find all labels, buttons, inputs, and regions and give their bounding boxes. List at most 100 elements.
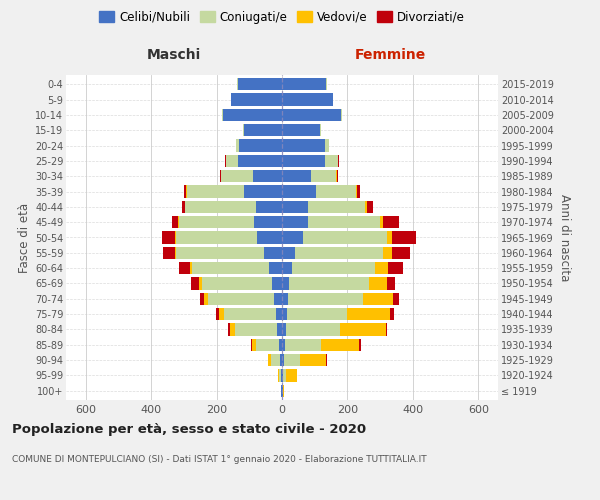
Bar xyxy=(221,170,253,182)
Bar xyxy=(286,323,340,336)
Bar xyxy=(325,139,329,152)
Bar xyxy=(326,78,327,90)
Bar xyxy=(182,200,185,213)
Bar xyxy=(375,262,388,274)
Bar xyxy=(175,246,176,259)
Bar xyxy=(244,185,282,198)
Bar xyxy=(256,338,280,351)
Bar xyxy=(282,185,316,198)
Bar xyxy=(230,323,235,336)
Bar xyxy=(199,277,202,290)
Bar xyxy=(243,124,244,136)
Bar xyxy=(176,231,257,244)
Bar xyxy=(175,231,176,244)
Bar xyxy=(282,154,325,167)
Bar xyxy=(369,277,387,290)
Bar xyxy=(281,369,282,382)
Bar xyxy=(161,231,175,244)
Bar xyxy=(383,246,392,259)
Y-axis label: Anni di nascita: Anni di nascita xyxy=(558,194,571,281)
Bar xyxy=(336,170,337,182)
Bar xyxy=(254,216,282,228)
Bar xyxy=(185,200,256,213)
Bar xyxy=(184,185,187,198)
Bar xyxy=(283,384,284,397)
Bar xyxy=(347,308,390,320)
Bar xyxy=(190,262,192,274)
Bar xyxy=(179,262,190,274)
Bar xyxy=(392,292,399,305)
Bar xyxy=(340,323,386,336)
Bar xyxy=(387,277,395,290)
Bar xyxy=(276,308,282,320)
Bar xyxy=(367,200,373,213)
Bar xyxy=(226,154,238,167)
Bar xyxy=(356,185,360,198)
Bar xyxy=(282,216,308,228)
Bar xyxy=(200,292,205,305)
Bar xyxy=(392,231,416,244)
Bar xyxy=(216,308,219,320)
Bar xyxy=(392,246,410,259)
Bar xyxy=(176,246,264,259)
Bar xyxy=(163,246,175,259)
Bar xyxy=(282,323,286,336)
Bar xyxy=(224,308,276,320)
Bar xyxy=(387,231,392,244)
Bar xyxy=(282,124,320,136)
Bar xyxy=(208,292,274,305)
Bar xyxy=(282,369,283,382)
Bar xyxy=(359,338,361,351)
Bar xyxy=(228,323,230,336)
Bar xyxy=(282,78,326,90)
Bar xyxy=(283,369,286,382)
Bar xyxy=(282,108,341,121)
Bar xyxy=(274,292,282,305)
Bar xyxy=(244,124,282,136)
Bar xyxy=(179,216,254,228)
Bar xyxy=(282,170,311,182)
Bar xyxy=(282,354,284,366)
Bar xyxy=(253,170,282,182)
Bar xyxy=(281,384,282,397)
Bar xyxy=(320,124,321,136)
Bar xyxy=(325,154,338,167)
Bar xyxy=(316,185,356,198)
Bar xyxy=(289,277,369,290)
Bar xyxy=(205,292,208,305)
Bar xyxy=(300,354,326,366)
Bar xyxy=(338,154,339,167)
Bar xyxy=(223,108,282,121)
Bar xyxy=(326,354,327,366)
Bar xyxy=(230,93,231,106)
Bar xyxy=(383,216,399,228)
Bar xyxy=(285,338,321,351)
Bar xyxy=(282,277,289,290)
Bar xyxy=(257,231,282,244)
Bar xyxy=(269,262,282,274)
Bar xyxy=(365,200,367,213)
Bar xyxy=(279,369,281,382)
Bar xyxy=(333,93,334,106)
Bar xyxy=(282,292,288,305)
Text: Popolazione per età, sesso e stato civile - 2020: Popolazione per età, sesso e stato civil… xyxy=(12,422,366,436)
Bar xyxy=(308,216,380,228)
Bar xyxy=(282,384,283,397)
Bar xyxy=(282,231,303,244)
Bar xyxy=(282,246,295,259)
Bar xyxy=(282,93,333,106)
Bar xyxy=(192,262,269,274)
Bar xyxy=(311,170,336,182)
Bar xyxy=(277,323,282,336)
Bar xyxy=(363,292,392,305)
Bar xyxy=(237,78,238,90)
Bar xyxy=(388,262,403,274)
Text: Maschi: Maschi xyxy=(147,48,201,62)
Text: Femmine: Femmine xyxy=(355,48,425,62)
Bar xyxy=(303,231,387,244)
Bar xyxy=(286,369,298,382)
Bar xyxy=(236,139,239,152)
Bar xyxy=(282,139,325,152)
Bar xyxy=(251,338,256,351)
Bar xyxy=(337,170,338,182)
